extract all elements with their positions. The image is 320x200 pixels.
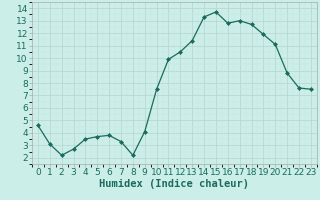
X-axis label: Humidex (Indice chaleur): Humidex (Indice chaleur) — [100, 179, 249, 189]
